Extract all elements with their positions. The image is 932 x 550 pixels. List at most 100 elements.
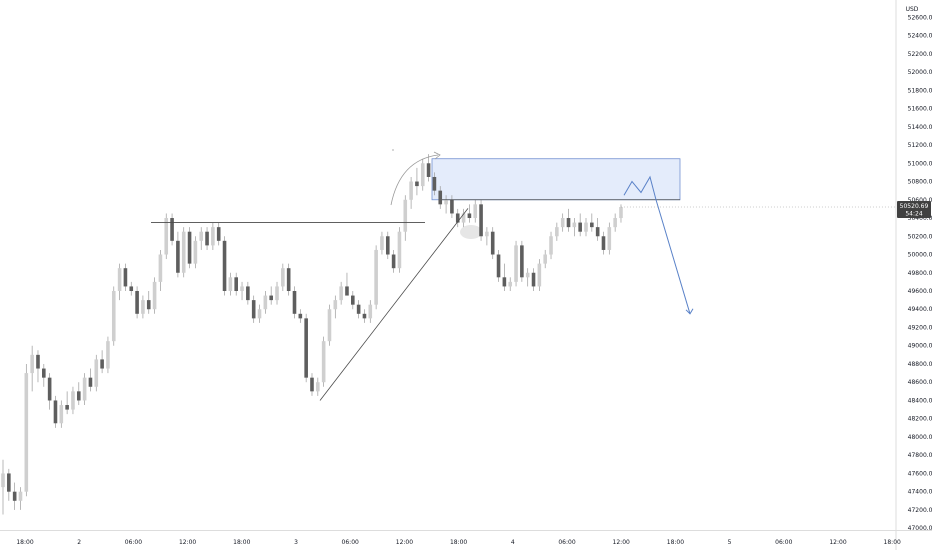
time-tick-label: 06:00 xyxy=(558,539,575,546)
candle xyxy=(36,350,40,383)
candle-body xyxy=(450,199,454,214)
candle-body xyxy=(170,218,174,241)
candle xyxy=(251,295,256,323)
candle xyxy=(473,199,478,223)
price-tick-label: 49800.00 xyxy=(908,270,932,277)
candle-body xyxy=(473,204,478,219)
candle xyxy=(607,222,612,255)
price-tick-label: 47800.00 xyxy=(908,452,932,459)
candle-body xyxy=(490,231,495,255)
candle-body xyxy=(211,227,215,246)
candle-body xyxy=(181,231,186,273)
candle-body xyxy=(199,231,204,241)
price-tick-label: 52600.00 xyxy=(908,14,932,21)
candle-body xyxy=(71,391,75,410)
candle xyxy=(117,263,122,301)
candle-body xyxy=(555,227,559,237)
candle-body xyxy=(1,473,5,488)
candle xyxy=(205,227,209,250)
candle xyxy=(374,245,378,310)
candle-body xyxy=(613,218,617,228)
candle-body xyxy=(508,281,513,287)
candle-body xyxy=(36,354,40,369)
projection-path xyxy=(623,175,691,314)
candle-body xyxy=(333,300,338,310)
candle xyxy=(531,268,536,291)
candle-body xyxy=(531,272,536,287)
price-tick-label: 51800.00 xyxy=(908,87,932,94)
candle-body xyxy=(461,213,466,223)
candle-body xyxy=(520,245,524,278)
price-tick-label: 47000.00 xyxy=(908,525,932,532)
time-tick-label: 4 xyxy=(511,539,515,546)
time-tick-label: 5 xyxy=(728,539,732,546)
candle-body xyxy=(251,300,256,319)
drawings-back xyxy=(431,158,681,239)
candle-body xyxy=(76,391,81,401)
candle xyxy=(520,240,524,282)
candle xyxy=(438,186,443,209)
candle xyxy=(391,249,396,273)
last-price-value: 50520.69 xyxy=(900,203,929,210)
candle xyxy=(485,227,489,246)
candle xyxy=(199,227,204,250)
time-axis: 18:00 2 06:00 12:00 18:00 3 06:00 12:00 18:00 4 06… xyxy=(0,530,932,546)
time-tick-label: 18:00 xyxy=(884,539,901,546)
candle xyxy=(1,459,5,515)
candle-body xyxy=(327,309,332,342)
projection-arrow-head xyxy=(685,308,694,315)
candle-body xyxy=(502,277,507,287)
candle-body xyxy=(286,268,291,291)
candle xyxy=(426,154,431,182)
candle xyxy=(432,172,437,196)
candle xyxy=(292,286,297,319)
candle xyxy=(339,281,343,305)
candle-body xyxy=(234,277,238,291)
candle xyxy=(321,336,326,387)
currency-label: USD xyxy=(906,6,919,13)
candle xyxy=(42,363,46,387)
curved-arrow xyxy=(390,154,439,206)
candle xyxy=(316,377,320,396)
candle xyxy=(508,277,513,291)
candle-body xyxy=(403,199,408,232)
candle xyxy=(351,290,355,310)
candle xyxy=(47,373,52,410)
candle xyxy=(525,268,530,287)
candle xyxy=(502,263,507,291)
candle-body xyxy=(310,377,314,392)
candle xyxy=(356,300,361,319)
candle-body xyxy=(339,286,343,301)
time-tick-label: 06:00 xyxy=(775,539,792,546)
candle-body xyxy=(514,245,518,282)
price-tick-label: 52400.00 xyxy=(908,33,932,40)
candle xyxy=(380,231,384,255)
candle-body xyxy=(82,377,87,401)
price-tick-label: 49200.00 xyxy=(908,324,932,331)
candle xyxy=(286,263,291,296)
candle xyxy=(152,277,157,314)
candle xyxy=(18,487,23,510)
supply-zone xyxy=(431,158,681,201)
price-axis: USD 52600.00 52400.00 52200.00 52000.00 5180… xyxy=(895,0,932,550)
candle-body xyxy=(7,473,11,492)
candle-body xyxy=(426,163,431,177)
time-tick-label: 12:00 xyxy=(179,539,196,546)
candle-body xyxy=(578,222,582,232)
candle xyxy=(420,158,425,191)
time-tick-label: 18:00 xyxy=(233,539,250,546)
candle-body xyxy=(409,181,413,200)
candle-body xyxy=(549,236,553,255)
candle-body xyxy=(455,213,460,223)
candle-body xyxy=(59,405,64,424)
candle xyxy=(164,213,169,260)
candle-body xyxy=(129,286,134,291)
candle-body xyxy=(111,290,116,342)
candle xyxy=(490,227,495,260)
price-tick-label: 47200.00 xyxy=(908,507,932,514)
candle-body xyxy=(275,286,279,301)
candle-body xyxy=(117,268,122,291)
price-tick-label: 50600.00 xyxy=(908,197,932,204)
candle-body xyxy=(321,341,326,383)
candle-body xyxy=(257,309,262,319)
